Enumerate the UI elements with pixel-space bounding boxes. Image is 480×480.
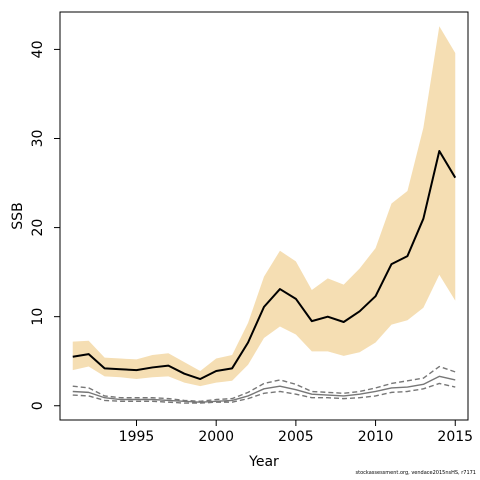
x-tick-label: 2005 bbox=[278, 429, 314, 445]
x-axis-title: Year bbox=[248, 454, 279, 470]
confidence-band bbox=[72, 26, 456, 387]
plot-marks bbox=[72, 26, 457, 404]
y-tick-label: 0 bbox=[30, 401, 46, 410]
plot-frame bbox=[59, 11, 469, 421]
x-tick-label: 2015 bbox=[437, 429, 473, 445]
axes: 1995 2000 2005 2010 2015 0 10 20 30 40 bbox=[30, 41, 473, 445]
y-tick-label: 20 bbox=[30, 219, 46, 237]
series-line-retrospective-estimate bbox=[72, 375, 456, 403]
y-tick-label: 10 bbox=[30, 308, 46, 326]
y-tick-label: 40 bbox=[30, 41, 46, 59]
source-note: stockassessment.org, vendace2015nsHS, r7… bbox=[355, 470, 476, 476]
x-tick-label: 2010 bbox=[358, 429, 394, 445]
series-line-retrospective-upper bbox=[72, 365, 456, 402]
y-tick-label: 30 bbox=[30, 130, 46, 148]
x-tick-label: 1995 bbox=[119, 429, 155, 445]
y-axis-title: SSB bbox=[10, 202, 26, 229]
series-line-retrospective-lower bbox=[72, 382, 456, 404]
series-line-estimate bbox=[72, 149, 457, 381]
x-tick-label: 2000 bbox=[198, 429, 234, 445]
